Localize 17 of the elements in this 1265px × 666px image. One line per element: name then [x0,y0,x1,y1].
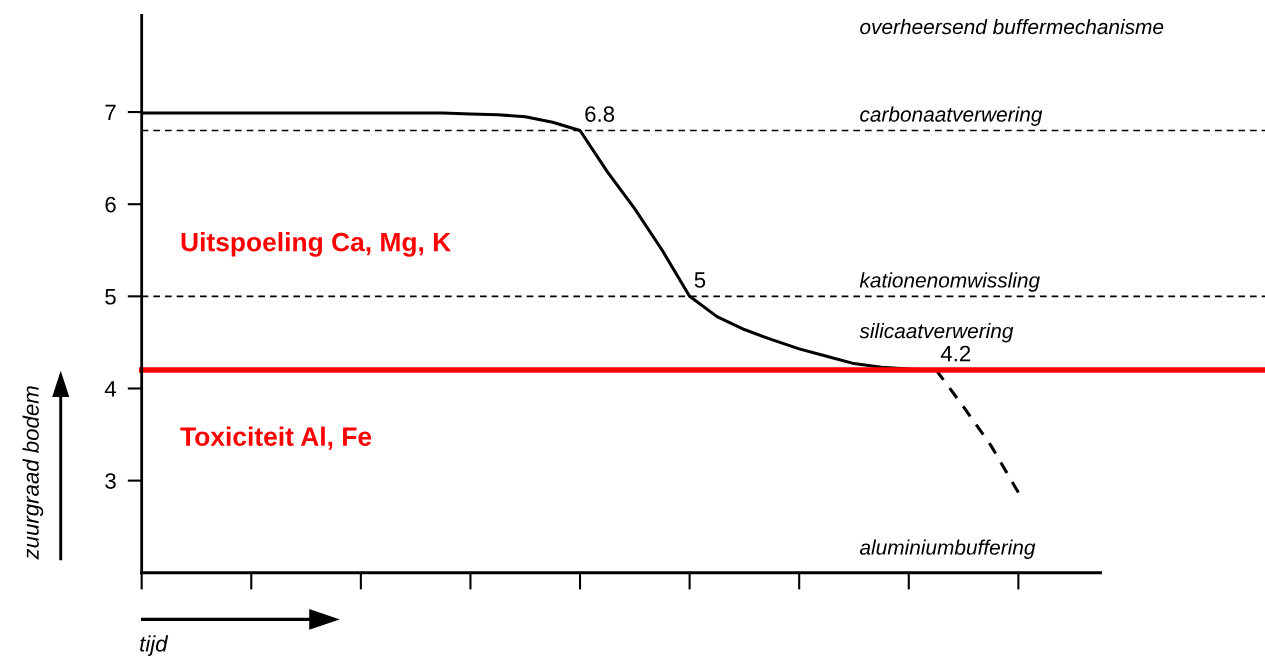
y-tick-label: 7 [105,104,116,121]
y-axis-title: zuurgraad bodem [22,386,44,560]
annotation: 6.8 [585,106,615,122]
y-tick-label: 5 [105,289,116,305]
annotation: Uitspoeling Ca, Mg, K [181,232,452,257]
y-tick-label: 4 [104,381,117,397]
annotation: overheersend buffermechanisme [860,18,1164,35]
ref-line-label: kationenomwissling [859,272,1040,292]
annotation: aluminiumbuffering [859,539,1036,559]
y-tick-label: 3 [105,473,116,489]
x-axis-title: tijd [140,635,169,657]
ref-line-label: carbonaatverwering [860,106,1043,126]
annotation: 4.2 [940,345,971,362]
annotation: 5 [694,272,706,288]
y-tick-label: 6 [105,196,116,213]
annotation: Toxiciteit Al, Fe [180,426,372,450]
annotation: silicaatverwering [859,322,1014,343]
